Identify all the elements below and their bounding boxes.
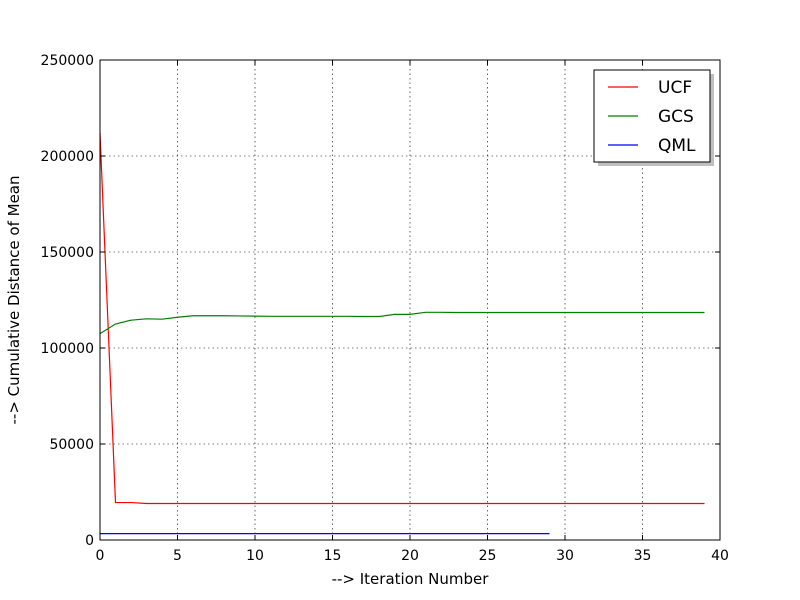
grid xyxy=(100,60,720,540)
tick-labels: 0 5 10 15 20 25 30 35 40 0 50000 100000 150000 200000… xyxy=(41,53,729,564)
x-tick-label: 30 xyxy=(556,548,574,564)
x-tick-label: 25 xyxy=(479,548,497,564)
legend-label-qml: QML xyxy=(658,136,696,156)
series-line-ucf xyxy=(99,132,705,505)
y-tick-label: 150000 xyxy=(41,245,94,261)
x-tick-label: 0 xyxy=(96,548,105,564)
y-tick-label: 200000 xyxy=(41,149,94,165)
series-line-gcs xyxy=(99,311,705,335)
y-tick-label: 50000 xyxy=(49,437,94,453)
legend-label-gcs: GCS xyxy=(658,107,694,127)
series-layer xyxy=(99,132,705,535)
legend-label-ucf: UCF xyxy=(658,78,692,98)
x-tick-label: 20 xyxy=(401,548,419,564)
x-tick-label: 15 xyxy=(324,548,342,564)
y-tick-label: 100000 xyxy=(41,341,94,357)
y-tick-label: 0 xyxy=(85,533,94,549)
x-tick-label: 35 xyxy=(634,548,652,564)
axis-ticks xyxy=(99,59,721,541)
x-tick-label: 40 xyxy=(711,548,729,564)
x-tick-label: 5 xyxy=(173,548,182,564)
y-tick-label: 250000 xyxy=(41,53,94,69)
legend: UCF GCS QML xyxy=(593,69,714,166)
x-tick-label: 10 xyxy=(246,548,264,564)
x-axis-label: --> Iteration Number xyxy=(332,570,490,588)
y-axis-label: --> Cumulative Distance of Mean xyxy=(5,176,23,425)
